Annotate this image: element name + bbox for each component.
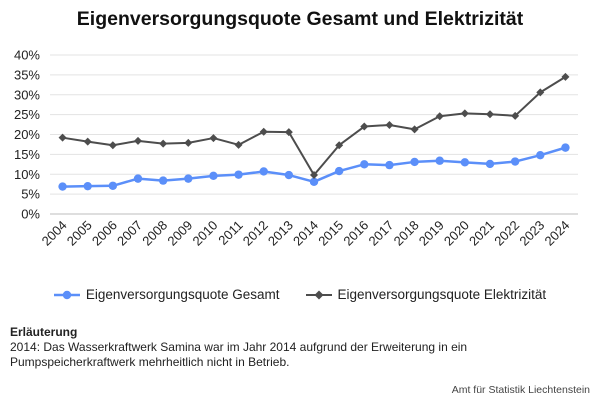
data-point-gesamt [536, 150, 545, 160]
data-point-elektrizitaet [134, 136, 142, 145]
x-tick-label: 2014 [290, 218, 321, 249]
data-point-elektrizitaet [435, 112, 444, 121]
data-point-gesamt [561, 143, 570, 152]
data-point-elektrizitaet [561, 72, 570, 81]
data-point-gesamt [209, 171, 218, 181]
data-point-gesamt [309, 177, 319, 187]
x-tick-label: 2008 [139, 218, 170, 249]
data-point-elektrizitaet [385, 120, 394, 129]
legend-label-elektrizitaet: Eigenversorgungsquote Elektrizität [337, 287, 547, 302]
x-tick-label: 2018 [391, 218, 422, 249]
data-point-gesamt [184, 174, 193, 183]
data-point-elektrizitaet [310, 171, 318, 180]
y-tick-label: 15% [14, 147, 40, 162]
data-point-elektrizitaet [234, 140, 243, 149]
y-tick-label: 0% [21, 207, 40, 222]
y-tick-label: 5% [21, 187, 40, 202]
data-point-gesamt [334, 166, 344, 176]
data-point-elektrizitaet [460, 109, 469, 118]
x-tick-label: 2020 [441, 218, 472, 249]
x-tick-label: 2007 [114, 218, 145, 249]
x-tick-label: 2016 [340, 218, 371, 249]
x-tick-label: 2009 [164, 218, 195, 249]
x-tick-label: 2012 [240, 218, 271, 249]
data-point-gesamt [108, 181, 118, 190]
x-tick-label: 2013 [265, 218, 296, 249]
chart-legend: Eigenversorgungsquote Gesamt Eigenversor… [0, 287, 600, 302]
data-point-elektrizitaet [536, 88, 545, 97]
data-point-gesamt [83, 181, 92, 191]
data-point-gesamt [460, 158, 470, 167]
x-tick-label: 2022 [491, 218, 522, 249]
x-tick-label: 2023 [516, 218, 547, 249]
data-point-elektrizitaet [360, 122, 369, 131]
data-point-gesamt [385, 160, 394, 170]
data-point-elektrizitaet [58, 133, 67, 142]
data-point-gesamt [58, 182, 67, 191]
y-tick-label: 20% [14, 127, 40, 142]
x-tick-label: 2011 [215, 218, 245, 248]
data-point-gesamt [158, 176, 168, 185]
x-tick-label: 2015 [315, 218, 346, 249]
data-point-gesamt [234, 170, 243, 179]
data-point-elektrizitaet [284, 128, 293, 137]
y-tick-label: 40% [14, 48, 40, 63]
note-text: 2014: Das Wasserkraftwerk Samina war im … [10, 340, 468, 369]
data-point-elektrizitaet [159, 139, 168, 148]
legend-item-gesamt: Eigenversorgungsquote Gesamt [53, 287, 280, 302]
x-tick-label: 2019 [416, 218, 447, 249]
x-tick-label: 2017 [365, 218, 396, 249]
data-point-elektrizitaet [335, 141, 344, 150]
note-block: Erläuterung 2014: Das Wasserkraftwerk Sa… [10, 325, 590, 370]
x-tick-label: 2005 [64, 218, 95, 249]
data-point-elektrizitaet [83, 137, 92, 146]
data-point-elektrizitaet [486, 110, 494, 119]
data-point-gesamt [133, 174, 143, 183]
y-tick-label: 30% [14, 87, 40, 102]
data-point-gesamt [435, 156, 444, 165]
chart-title: Eigenversorgungsquote Gesamt und Elektri… [76, 8, 524, 30]
data-point-elektrizitaet [108, 141, 117, 150]
y-tick-label: 35% [14, 67, 40, 82]
data-point-gesamt [510, 157, 520, 166]
legend-item-elektrizitaet: Eigenversorgungsquote Elektrizität [305, 287, 547, 302]
data-point-gesamt [410, 157, 419, 167]
legend-label-gesamt: Eigenversorgungsquote Gesamt [85, 287, 280, 302]
y-tick-label: 25% [14, 107, 40, 122]
data-point-elektrizitaet [259, 127, 268, 136]
y-tick-label: 10% [14, 167, 40, 182]
data-point-gesamt [485, 159, 495, 169]
x-tick-label: 2024 [541, 218, 572, 249]
data-point-gesamt [284, 170, 294, 180]
circle-marker-icon [53, 290, 80, 299]
source-label: Amt für Statistik Liechtenstein [451, 384, 590, 396]
x-tick-label: 2004 [39, 218, 70, 249]
data-point-elektrizitaet [511, 111, 520, 120]
diamond-marker-icon [305, 290, 332, 299]
data-point-elektrizitaet [184, 138, 193, 147]
data-point-gesamt [360, 160, 369, 169]
data-point-elektrizitaet [209, 134, 218, 143]
data-point-gesamt [259, 167, 268, 176]
x-tick-label: 2010 [189, 218, 220, 249]
note-title: Erläuterung [10, 325, 78, 339]
x-tick-label: 2021 [466, 218, 497, 249]
x-tick-label: 2006 [89, 218, 120, 249]
data-point-elektrizitaet [410, 125, 419, 134]
